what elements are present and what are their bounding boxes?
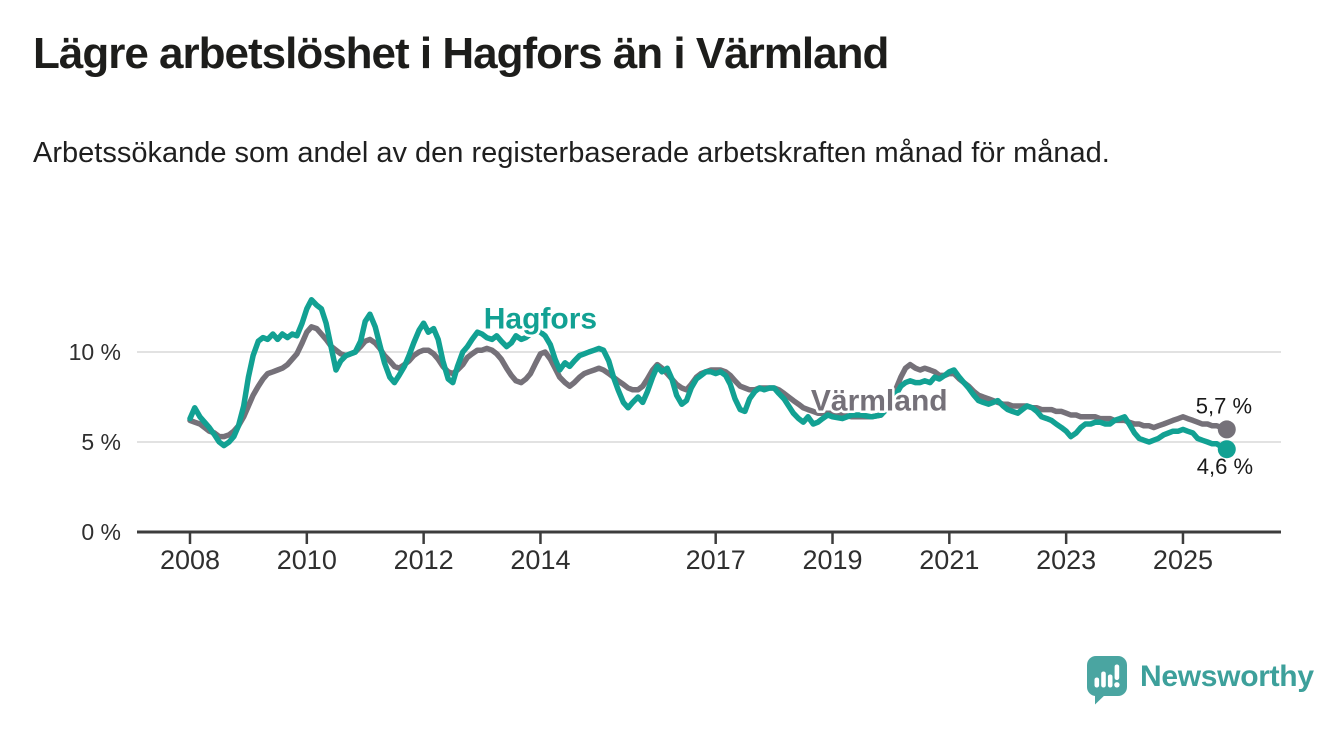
newsworthy-speech-bubble-bar-chart-icon <box>1087 656 1127 705</box>
x-tick-label: 2021 <box>919 545 979 575</box>
x-tick-label: 2010 <box>277 545 337 575</box>
hagfors-line <box>187 297 1230 452</box>
x-tick-label: 2023 <box>1036 545 1096 575</box>
x-tick-label: 2012 <box>394 545 454 575</box>
varmland-line <box>187 324 1230 440</box>
newsworthy-logo: Newsworthy <box>1086 655 1314 705</box>
x-tick-label: 2014 <box>510 545 570 575</box>
hagfors-end-label: 4,6 % <box>1197 454 1253 479</box>
y-tick-label: 10 % <box>69 339 121 365</box>
x-tick-label: 2025 <box>1153 545 1213 575</box>
brand-name: Newsworthy <box>1140 660 1314 693</box>
y-tick-label: 0 % <box>81 519 121 545</box>
x-tick-label: 2017 <box>686 545 746 575</box>
hagfors-series-label: Hagfors <box>484 303 597 336</box>
varmland-end-label: 5,7 % <box>1196 393 1252 418</box>
page-title: Lägre arbetslöshet i Hagfors än i Värmla… <box>33 29 889 78</box>
varmland-end-dot <box>1217 420 1236 439</box>
x-tick-label: 2008 <box>160 545 220 575</box>
chart-subtitle: Arbetssökande som andel av den registerb… <box>33 137 1110 169</box>
x-tick-label: 2019 <box>802 545 862 575</box>
y-tick-label: 5 % <box>81 429 121 455</box>
hagfors-end-dot <box>1217 440 1236 459</box>
varmland-series-label: Värmland <box>811 385 948 418</box>
